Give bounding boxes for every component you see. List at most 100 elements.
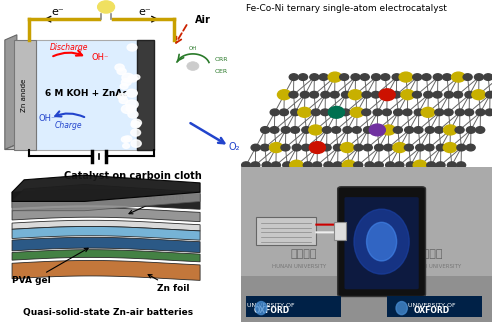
Text: OXFORD: OXFORD: [414, 307, 450, 316]
Circle shape: [382, 109, 391, 116]
Circle shape: [456, 109, 464, 116]
Text: 湖南大学: 湖南大学: [416, 249, 442, 259]
Ellipse shape: [97, 1, 115, 13]
Polygon shape: [12, 250, 200, 262]
Circle shape: [330, 91, 339, 98]
Circle shape: [413, 74, 422, 80]
FancyBboxPatch shape: [334, 222, 346, 240]
Ellipse shape: [396, 301, 407, 315]
Circle shape: [466, 127, 475, 133]
Circle shape: [348, 90, 362, 100]
Circle shape: [425, 144, 434, 151]
Circle shape: [360, 74, 369, 80]
Polygon shape: [12, 175, 200, 202]
FancyBboxPatch shape: [246, 296, 341, 317]
Circle shape: [455, 127, 464, 133]
Circle shape: [122, 73, 134, 82]
Circle shape: [436, 144, 445, 151]
Circle shape: [283, 162, 292, 168]
Circle shape: [321, 109, 330, 116]
Circle shape: [115, 64, 124, 71]
Polygon shape: [12, 189, 200, 209]
Circle shape: [371, 74, 381, 80]
Text: HUNAN UNIVERSITY: HUNAN UNIVERSITY: [407, 264, 461, 269]
Text: HUNAN UNIVERSITY: HUNAN UNIVERSITY: [272, 264, 326, 269]
Text: Air: Air: [194, 14, 211, 24]
Text: O₂: O₂: [228, 142, 240, 152]
Circle shape: [444, 125, 457, 135]
Circle shape: [474, 74, 484, 80]
Circle shape: [334, 144, 342, 151]
Circle shape: [476, 109, 485, 116]
Circle shape: [333, 162, 342, 168]
Circle shape: [434, 127, 444, 133]
Circle shape: [122, 79, 131, 86]
FancyBboxPatch shape: [14, 40, 36, 149]
Text: Charge: Charge: [55, 121, 83, 130]
Circle shape: [251, 162, 260, 168]
Circle shape: [131, 129, 141, 136]
Circle shape: [394, 127, 402, 133]
Circle shape: [279, 109, 288, 116]
Circle shape: [131, 121, 140, 128]
Ellipse shape: [354, 209, 409, 274]
Circle shape: [463, 74, 472, 80]
Text: OER: OER: [215, 69, 228, 74]
Circle shape: [339, 74, 349, 80]
Circle shape: [406, 162, 415, 168]
Circle shape: [395, 162, 404, 168]
Text: UNIVERSITY OF: UNIVERSITY OF: [408, 303, 456, 308]
Circle shape: [452, 72, 465, 82]
Circle shape: [342, 160, 356, 170]
Circle shape: [128, 75, 137, 82]
FancyBboxPatch shape: [137, 40, 154, 149]
Circle shape: [123, 143, 129, 148]
Circle shape: [251, 144, 260, 151]
Circle shape: [322, 144, 331, 151]
Circle shape: [340, 143, 354, 153]
Circle shape: [484, 74, 492, 80]
Circle shape: [128, 111, 138, 118]
Circle shape: [381, 74, 390, 80]
Circle shape: [131, 119, 141, 127]
Circle shape: [322, 127, 332, 133]
Circle shape: [399, 72, 413, 82]
Circle shape: [122, 137, 129, 142]
Circle shape: [425, 127, 434, 133]
Text: e⁻: e⁻: [52, 6, 64, 16]
Polygon shape: [12, 185, 200, 211]
Circle shape: [386, 162, 395, 168]
Circle shape: [122, 105, 133, 113]
Circle shape: [444, 109, 453, 116]
Circle shape: [341, 109, 350, 116]
Circle shape: [433, 91, 442, 98]
Circle shape: [309, 125, 322, 135]
Circle shape: [422, 74, 431, 80]
Circle shape: [384, 144, 393, 151]
Circle shape: [374, 162, 383, 168]
Circle shape: [127, 44, 137, 51]
Circle shape: [394, 109, 402, 116]
Circle shape: [289, 91, 298, 98]
Circle shape: [362, 91, 371, 98]
Circle shape: [117, 68, 126, 75]
Circle shape: [131, 140, 141, 147]
Circle shape: [424, 91, 433, 98]
Text: OXFORD: OXFORD: [253, 307, 289, 316]
Circle shape: [365, 162, 374, 168]
Circle shape: [435, 109, 444, 116]
Circle shape: [379, 89, 395, 100]
Circle shape: [291, 109, 300, 116]
Text: OH⁻: OH⁻: [38, 114, 56, 123]
Circle shape: [324, 162, 333, 168]
Text: Fe-Co-Ni ternary single-atom electrocatalyst: Fe-Co-Ni ternary single-atom electrocata…: [246, 4, 447, 13]
Circle shape: [300, 91, 309, 98]
Circle shape: [261, 127, 270, 133]
Circle shape: [299, 74, 308, 80]
Circle shape: [303, 162, 312, 168]
Circle shape: [281, 127, 290, 133]
Circle shape: [362, 109, 371, 116]
Circle shape: [120, 83, 128, 89]
Circle shape: [341, 91, 350, 98]
Circle shape: [328, 72, 342, 82]
